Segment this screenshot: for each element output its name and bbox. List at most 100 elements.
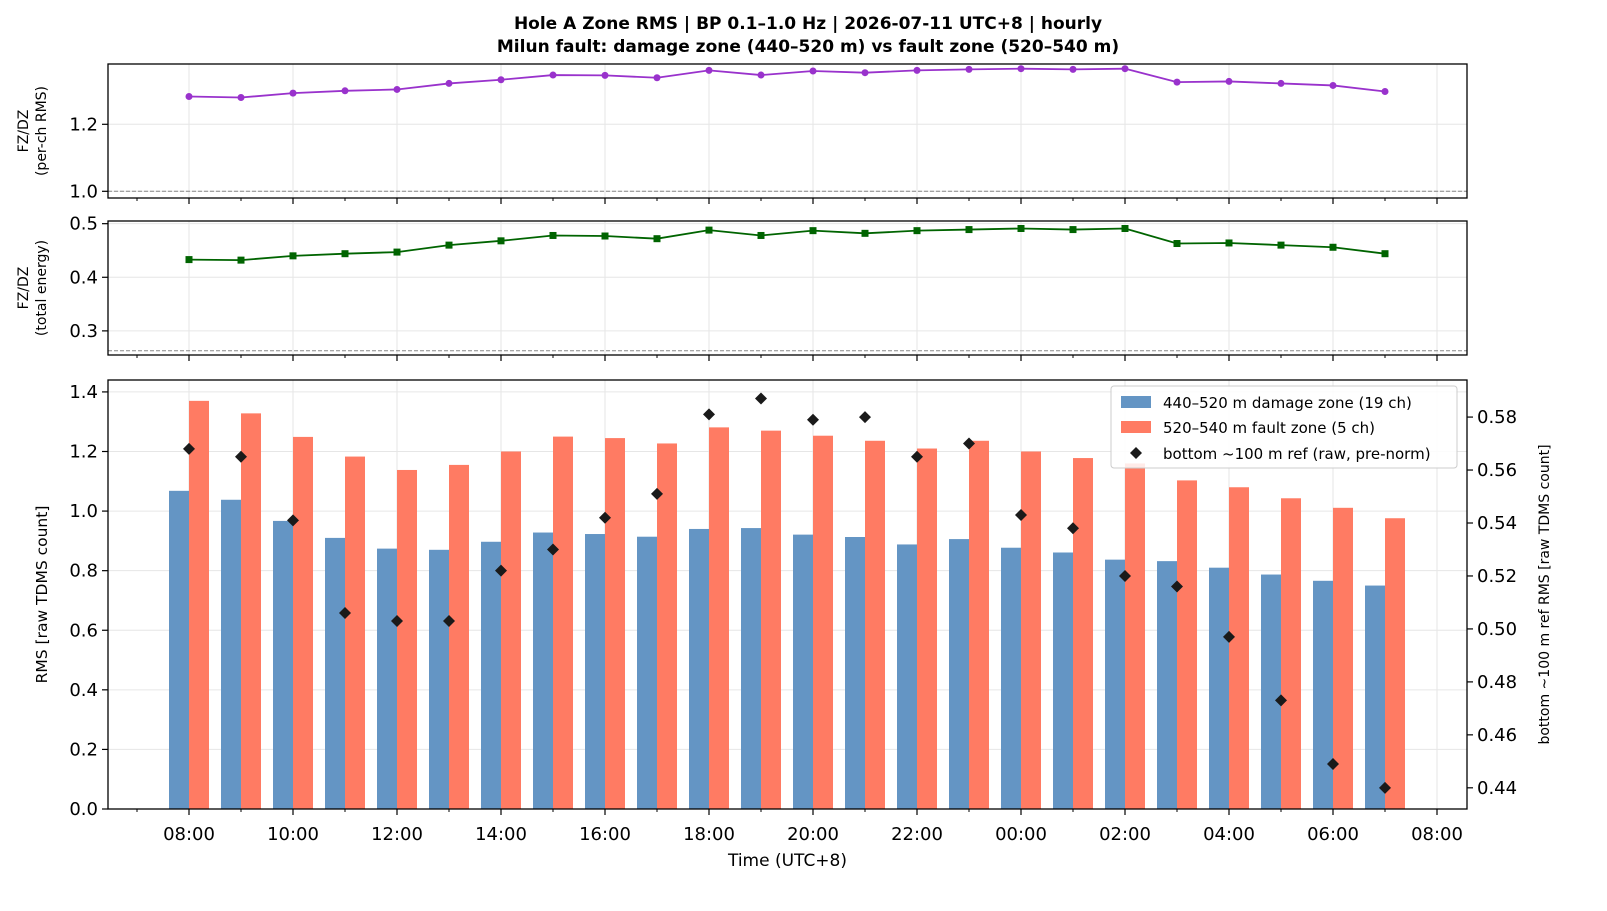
bar-damage-zone <box>1209 567 1229 809</box>
data-point <box>289 252 297 260</box>
bar-fault-zone <box>241 413 261 809</box>
x-tick-label: 18:00 <box>683 824 735 845</box>
panel-frame <box>107 379 1468 810</box>
data-point <box>1329 81 1337 89</box>
x-tick-label: 22:00 <box>891 824 943 845</box>
x-tick-label: 08:00 <box>1411 824 1463 845</box>
data-point <box>965 65 973 73</box>
bar-damage-zone <box>1261 574 1281 809</box>
diamond-bottom-ref <box>703 408 715 421</box>
y-tick-label-right: 0.46 <box>1477 725 1517 746</box>
y-tick-label-right: 0.58 <box>1477 407 1517 428</box>
data-point <box>185 92 193 100</box>
bar-damage-zone <box>793 534 813 809</box>
data-point <box>653 235 661 243</box>
bar-damage-zone <box>1001 547 1021 809</box>
bar-fault-zone <box>761 430 781 809</box>
bar-damage-zone <box>689 528 709 809</box>
y-tick-label-right: 0.50 <box>1477 619 1517 640</box>
y-tick-label-right: 0.52 <box>1477 566 1517 587</box>
data-point <box>237 94 245 101</box>
panel-frame <box>107 220 1468 356</box>
bar-fault-zone <box>1281 498 1301 809</box>
x-tick-label: 12:00 <box>371 824 423 845</box>
bar-damage-zone <box>1313 580 1333 809</box>
y-tick-label: 1.0 <box>69 501 98 522</box>
data-point <box>289 89 297 97</box>
data-point <box>1121 225 1129 233</box>
data-point <box>861 69 869 77</box>
ratio-total-energy-line <box>188 227 1386 262</box>
y-tick-label: 1.2 <box>69 442 98 463</box>
data-point <box>913 227 921 235</box>
data-point <box>185 256 193 264</box>
y-axis-label: RMS [raw TDMS count] <box>33 506 51 684</box>
x-tick-label: 16:00 <box>579 824 631 845</box>
legend-swatch-fault-zone <box>1121 421 1151 433</box>
bar-fault-zone <box>1073 458 1093 809</box>
diamond-bottom-ref <box>755 392 767 405</box>
bar-damage-zone <box>533 532 553 809</box>
data-point <box>1381 87 1389 95</box>
legend-label-bottom-ref: bottom ~100 m ref (raw, pre-norm) <box>1163 445 1431 463</box>
bar-fault-zone <box>1229 487 1249 809</box>
bar-fault-zone <box>969 440 989 809</box>
bar-fault-zone <box>345 456 365 809</box>
diamond-bottom-ref <box>1015 509 1027 522</box>
bar-fault-zone <box>865 440 885 809</box>
data-point <box>1225 239 1233 247</box>
bar-fault-zone <box>397 469 417 809</box>
data-point <box>497 237 505 245</box>
data-point <box>341 250 349 258</box>
data-point <box>913 66 921 74</box>
bar-fault-zone <box>553 436 573 809</box>
diamond-bottom-ref <box>287 514 299 527</box>
data-point <box>549 231 557 239</box>
data-point <box>1121 65 1129 73</box>
bar-damage-zone <box>845 537 865 809</box>
legend-label-fault-zone: 520–540 m fault zone (5 ch) <box>1163 419 1375 437</box>
data-point <box>1381 250 1389 258</box>
y-tick-label: 0.2 <box>69 739 98 760</box>
diamond-bottom-ref <box>1171 580 1183 593</box>
diamond-bottom-ref <box>1327 757 1339 770</box>
diamond-bottom-ref <box>235 450 247 463</box>
data-point <box>705 66 713 74</box>
data-point <box>549 71 557 79</box>
bar-fault-zone <box>605 438 625 809</box>
diamond-bottom-ref <box>859 411 871 424</box>
bar-damage-zone <box>1053 552 1073 809</box>
bar-damage-zone <box>585 534 605 809</box>
bar-fault-zone <box>657 443 677 809</box>
data-point <box>1173 78 1181 86</box>
y-axis-label-line1: FZ/DZ <box>16 267 32 310</box>
rms-main-panel: 0.0 0.2 0.4 0.6 0.8 1.0 1.2 1.4 0.44 0.46 0.48 0.5… <box>33 379 1553 871</box>
data-point <box>861 229 869 237</box>
bar-fault-zone <box>501 451 521 809</box>
legend: 440–520 m damage zone (19 ch) 520–540 m … <box>1110 385 1458 469</box>
data-point <box>1329 243 1337 251</box>
bar-damage-zone <box>325 537 345 809</box>
y-axis-label-line2: (total energy) <box>34 240 50 336</box>
y-tick-label-right: 0.56 <box>1477 460 1517 481</box>
y-tick-label: 0.4 <box>69 680 98 701</box>
y-tick-label: 0.4 <box>69 267 98 288</box>
y-tick-label-right: 0.54 <box>1477 513 1517 534</box>
data-point <box>757 231 765 239</box>
y-tick-label: 1.0 <box>69 181 98 202</box>
diamond-bottom-ref <box>495 564 507 577</box>
data-point <box>1225 77 1233 85</box>
legend-label-damage-zone: 440–520 m damage zone (19 ch) <box>1163 394 1412 412</box>
data-point <box>393 248 401 256</box>
bar-damage-zone <box>377 548 397 809</box>
legend-marker-bottom-ref <box>1130 447 1142 459</box>
chart-title-line2: Milun fault: damage zone (440–520 m) vs … <box>497 37 1119 57</box>
data-point <box>809 227 817 235</box>
x-axis-label: Time (UTC+8) <box>727 851 847 871</box>
y-axis-label-line2: (per-ch RMS) <box>34 86 50 176</box>
data-point <box>965 226 973 234</box>
bar-damage-zone <box>949 539 969 809</box>
data-point <box>601 71 609 79</box>
bar-damage-zone <box>1105 559 1125 809</box>
bar-fault-zone <box>1385 518 1405 809</box>
